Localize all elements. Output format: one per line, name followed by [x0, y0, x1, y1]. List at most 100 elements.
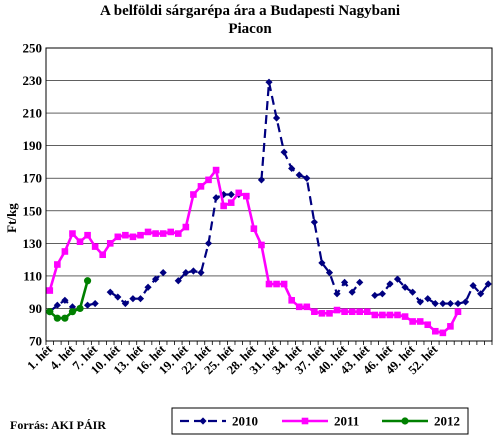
series-group — [46, 78, 492, 337]
y-tick-label: 150 — [23, 203, 43, 218]
data-point-2011 — [409, 318, 416, 325]
data-point-2012 — [53, 314, 61, 322]
data-point-2010 — [91, 299, 99, 308]
data-point-2010 — [280, 148, 288, 156]
data-point-2011 — [54, 261, 61, 268]
series-2011 — [46, 166, 462, 337]
data-point-2011 — [333, 306, 341, 314]
data-point-2011 — [205, 176, 212, 184]
data-point-2011 — [341, 308, 348, 315]
data-point-2010 — [197, 269, 205, 277]
data-point-2010 — [393, 275, 402, 283]
data-point-2011 — [250, 225, 258, 232]
data-point-2010 — [159, 269, 167, 277]
data-point-2010 — [68, 303, 77, 311]
y-tick-label: 70 — [29, 334, 42, 349]
data-point-2010 — [204, 239, 213, 247]
data-point-2011 — [280, 280, 288, 288]
legend-marker-2010 — [199, 417, 207, 425]
data-point-2010 — [257, 176, 266, 184]
y-tick-label: 170 — [23, 171, 43, 186]
data-point-2010 — [348, 288, 356, 296]
data-point-2011 — [152, 230, 159, 237]
data-point-2011 — [454, 308, 462, 315]
data-point-2010 — [484, 280, 492, 288]
data-point-2011 — [69, 230, 76, 237]
axes — [45, 47, 493, 345]
data-point-2011 — [84, 231, 91, 239]
data-point-2010 — [61, 296, 69, 304]
data-point-2010 — [227, 190, 235, 199]
data-point-2010 — [318, 259, 326, 267]
plot-area-border — [45, 47, 493, 342]
data-point-2010 — [114, 293, 122, 301]
data-point-2011 — [439, 329, 447, 337]
y-axis-label: Ft/kg — [4, 203, 19, 233]
data-point-2011 — [182, 223, 190, 231]
y-tick-label: 130 — [23, 236, 43, 251]
data-point-2011 — [394, 311, 401, 319]
data-point-2011 — [197, 183, 205, 190]
data-point-2011 — [258, 241, 265, 249]
y-tick-label: 250 — [23, 41, 43, 56]
data-point-2011 — [61, 248, 69, 255]
series-line-2010 — [260, 81, 361, 295]
data-point-2011 — [432, 327, 439, 335]
data-point-2011 — [447, 323, 454, 330]
data-point-2010 — [272, 114, 281, 122]
data-point-2011 — [99, 251, 106, 259]
data-point-2010 — [356, 278, 364, 286]
data-point-2012 — [76, 304, 84, 313]
series-line-2010 — [374, 278, 490, 305]
data-point-2011 — [386, 311, 394, 319]
data-point-2010 — [144, 283, 152, 291]
data-point-2010 — [386, 280, 394, 288]
data-point-2010 — [129, 295, 137, 303]
data-point-2010 — [477, 290, 485, 298]
legend: 2010 2011 2012 — [171, 407, 469, 435]
data-point-2011 — [129, 233, 137, 241]
data-point-2011 — [137, 231, 144, 239]
data-point-2010 — [340, 278, 349, 286]
data-point-2010 — [401, 283, 409, 291]
data-point-2010 — [424, 295, 432, 303]
data-point-2011 — [144, 228, 152, 236]
data-point-2010 — [295, 171, 303, 179]
data-point-2010 — [174, 277, 182, 285]
source-note: Forrás: AKI PÁIR — [10, 418, 106, 432]
data-point-2011 — [265, 280, 273, 288]
data-point-2010 — [182, 269, 190, 277]
chart-title: A belföldi sárgarépa ára a Budapesti Nag… — [0, 2, 500, 38]
data-point-2011 — [326, 310, 333, 317]
series-line-2010 — [49, 299, 74, 313]
legend-marker-2012 — [401, 417, 409, 425]
data-point-2010 — [152, 275, 160, 283]
data-point-2010 — [212, 194, 220, 202]
data-point-2010 — [136, 295, 145, 303]
data-point-2011 — [243, 192, 250, 200]
data-point-2011 — [311, 308, 318, 315]
legend-label-2011: 2011 — [334, 414, 359, 429]
data-point-2011 — [122, 231, 129, 239]
data-point-2011 — [190, 191, 197, 198]
data-point-2011 — [401, 313, 409, 320]
data-point-2011 — [416, 318, 424, 325]
data-point-2010 — [53, 301, 61, 309]
data-point-2011 — [303, 303, 311, 311]
data-point-2011 — [220, 202, 227, 210]
data-point-2010 — [416, 298, 424, 306]
y-tick-label: 190 — [23, 138, 43, 153]
y-tick-label: 230 — [23, 73, 43, 88]
data-point-2011 — [91, 243, 99, 250]
data-point-2011 — [363, 308, 371, 315]
data-point-2010 — [431, 299, 439, 308]
data-point-2010 — [303, 174, 311, 182]
data-point-2011 — [273, 280, 280, 288]
data-point-2011 — [371, 311, 379, 319]
series-line-2012 — [48, 280, 89, 320]
data-point-2011 — [159, 230, 167, 237]
data-point-2010 — [439, 299, 447, 308]
data-point-2010 — [371, 291, 379, 300]
data-point-2010 — [409, 288, 417, 296]
